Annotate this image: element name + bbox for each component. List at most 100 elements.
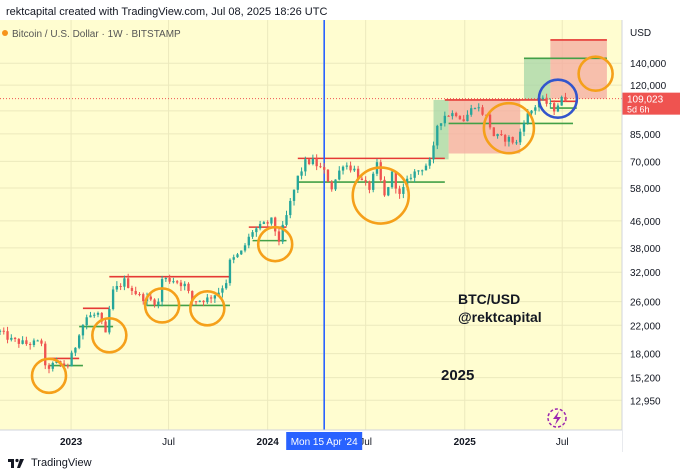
candle-body [13,337,17,340]
candle-body [74,347,77,353]
candle-body [202,300,205,303]
price-tick-label: 15,200 [630,374,661,385]
candle-body [402,187,405,194]
candle-body [232,257,235,260]
time-ticks: 2023 Jul 2024 Jul 2025 Jul [60,437,569,448]
candle-body [0,330,2,332]
lightning-bolt-icon [553,411,561,425]
candle-body [289,200,292,216]
ticker-annotation: BTC/USD [458,291,520,307]
candle-body [394,171,397,189]
price-tag-background [622,92,680,115]
candle-body [300,171,303,176]
price-tag-countdown: 5d 6h [627,105,650,115]
candle-body [44,343,47,366]
year-annotation: 2025 [441,367,474,384]
candle-body [307,159,311,165]
currency-label[interactable]: USD [630,28,651,39]
candle-body [323,167,326,170]
candle-body [255,228,258,233]
time-tick-label: Jul [556,437,569,448]
candle-body [40,340,43,344]
candle-body [2,330,5,332]
candle-body [10,337,13,340]
candle-body [334,179,337,190]
grid [0,20,622,430]
candle-body [172,281,175,283]
candle-body [236,254,239,258]
time-tick-label: 2023 [60,437,83,448]
candle-body [21,340,24,344]
candle-body [127,278,130,288]
candle-body [262,222,266,224]
price-axis[interactable]: USD 140,000 120,000 85,000 70,000 58,000 46,0… [621,20,680,452]
candle-body [198,300,201,302]
price-tick-label: 12,950 [630,396,661,407]
footer-brand[interactable]: TradingView [31,457,92,469]
candle-body [326,169,330,182]
candle-body [409,177,413,179]
candle-body [243,245,247,251]
candle-body [183,283,186,287]
chart-title: Bitcoin / U.S. Dollar · 1W · BITSTAMP [12,29,181,40]
candle-body [119,285,122,287]
orange-circle [351,166,411,225]
candle-body [311,158,315,165]
candle-body [436,125,439,146]
price-chart[interactable]: BTC/USD @rektcapital 2025 Bitcoin / U.S.… [0,20,680,452]
candle-body [66,365,70,367]
candle-body [123,278,126,287]
candle-body [500,134,503,136]
candle-body [360,178,364,181]
candle-body [108,309,111,333]
candle-body [77,335,81,348]
candle-body [153,299,156,305]
plot-area[interactable] [0,20,622,430]
candle-body [25,340,28,345]
candle-body [292,189,296,201]
candle-body [28,344,32,346]
candle-body [285,215,288,225]
price-tick-label: 58,000 [630,184,661,195]
candle-body [277,231,281,242]
levels [49,99,577,367]
price-tick-label: 120,000 [630,81,667,92]
candle-body [89,315,92,318]
candle-body [209,297,213,299]
price-tick-label: 70,000 [630,157,661,168]
candle-body [194,301,198,303]
time-axis[interactable]: 2023 Jul 2024 Jul 2025 Jul Mon 15 Apr '24 [0,429,622,452]
candle-body [390,171,394,188]
candle-body [549,103,552,105]
candle-body [251,232,254,237]
crosshair-date-tag: Mon 15 Apr '24 [286,432,363,450]
tradingview-logo-icon[interactable] [8,457,26,469]
candle-body [315,158,318,167]
candle-body [149,296,152,300]
price-tick-label: 32,000 [630,268,661,279]
candle-body [372,173,375,190]
candle-body [421,170,424,172]
flash-icon[interactable] [547,408,567,428]
candle-body [319,166,322,168]
candle-body [225,283,228,289]
candle-body [349,165,352,171]
candle-body [274,217,277,232]
candle-body [364,180,367,182]
chart-canvas[interactable]: BTC/USD @rektcapital 2025 Bitcoin / U.S.… [0,20,680,452]
candle-body [330,181,333,190]
candle-body [439,123,443,126]
candle-body [134,290,137,295]
time-tick-label: Jul [359,437,372,448]
candle-body [221,288,224,293]
candle-body [70,352,73,367]
candle-body [379,162,382,180]
candle-body [511,136,514,143]
candle-body [443,115,446,124]
candle-body [492,127,495,137]
price-tick-label: 18,000 [630,350,661,361]
candle-body [488,114,492,128]
price-tick-label: 26,000 [630,298,661,309]
candle-body [526,113,529,123]
candle-body [100,312,103,322]
